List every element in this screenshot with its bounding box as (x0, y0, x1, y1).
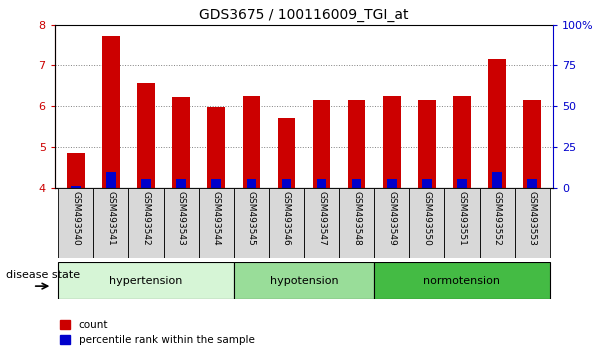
Bar (409, 188, 444, 258)
Text: GSM493544: GSM493544 (212, 191, 221, 246)
Bar (212, 179, 221, 188)
Text: GSM493542: GSM493542 (142, 191, 151, 246)
Text: GSM493543: GSM493543 (176, 191, 185, 246)
Bar (453, 96, 471, 188)
Bar (234, 188, 269, 258)
Text: GSM493540: GSM493540 (71, 191, 80, 246)
Bar (527, 179, 537, 188)
Bar (523, 100, 541, 188)
Bar (176, 179, 186, 188)
Bar (374, 262, 550, 299)
Bar (313, 100, 330, 188)
Bar (514, 188, 550, 258)
Bar (269, 188, 304, 258)
Bar (137, 82, 155, 188)
Text: GSM493545: GSM493545 (247, 191, 256, 246)
Bar (234, 262, 374, 299)
Text: GSM493541: GSM493541 (106, 191, 116, 246)
Bar (492, 172, 502, 188)
Text: GSM493551: GSM493551 (457, 191, 466, 246)
Text: normotension: normotension (424, 275, 500, 286)
Bar (71, 185, 81, 188)
Bar (128, 188, 164, 258)
Text: hypotension: hypotension (270, 275, 338, 286)
Bar (199, 188, 234, 258)
Bar (488, 59, 506, 188)
Text: GSM493546: GSM493546 (282, 191, 291, 246)
Bar (94, 188, 128, 258)
Text: GSM493553: GSM493553 (528, 191, 537, 246)
Text: disease state: disease state (6, 270, 80, 280)
Bar (282, 179, 291, 188)
Text: GSM493552: GSM493552 (492, 191, 502, 246)
Text: GSM493547: GSM493547 (317, 191, 326, 246)
Text: GSM493549: GSM493549 (387, 191, 396, 246)
Bar (374, 188, 409, 258)
Bar (106, 172, 116, 188)
Text: hypertension: hypertension (109, 275, 182, 286)
Bar (457, 179, 467, 188)
Bar (480, 188, 514, 258)
Bar (102, 36, 120, 188)
Bar (444, 188, 480, 258)
Bar (352, 179, 362, 188)
Bar (243, 96, 260, 188)
Bar (67, 153, 85, 188)
Bar (317, 179, 326, 188)
Bar (418, 100, 436, 188)
Bar (387, 179, 396, 188)
Bar (339, 188, 374, 258)
Bar (58, 188, 94, 258)
Text: GSM493548: GSM493548 (352, 191, 361, 246)
Bar (304, 188, 339, 258)
Bar (246, 179, 256, 188)
Bar (164, 188, 199, 258)
Bar (348, 100, 365, 188)
Bar (58, 262, 234, 299)
Bar (207, 107, 225, 188)
Title: GDS3675 / 100116009_TGI_at: GDS3675 / 100116009_TGI_at (199, 8, 409, 22)
Text: GSM493550: GSM493550 (423, 191, 432, 246)
Bar (383, 96, 401, 188)
Bar (141, 179, 151, 188)
Bar (422, 179, 432, 188)
Legend: count, percentile rank within the sample: count, percentile rank within the sample (60, 320, 255, 345)
Bar (278, 118, 295, 188)
Bar (172, 97, 190, 188)
